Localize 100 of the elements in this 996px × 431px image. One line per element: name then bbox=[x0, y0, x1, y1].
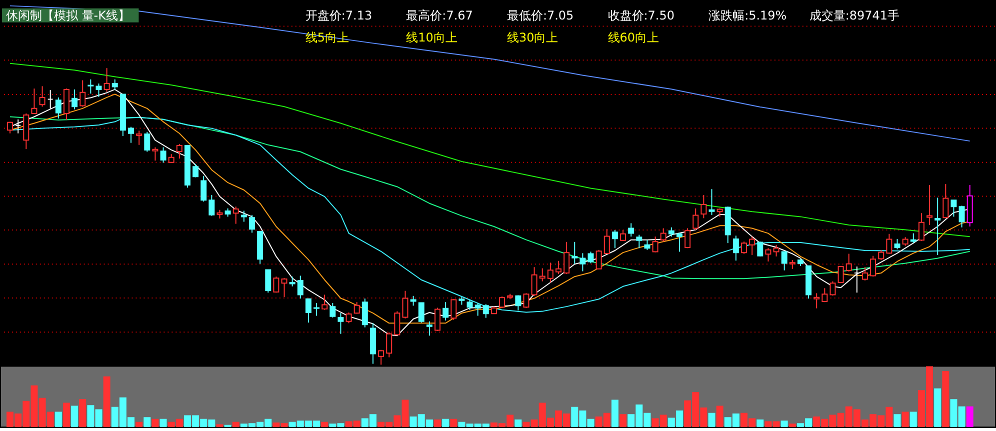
candlestick bbox=[15, 118, 22, 134]
candlestick bbox=[765, 248, 772, 262]
candlestick bbox=[104, 68, 110, 92]
candlestick bbox=[31, 88, 38, 115]
candlestick bbox=[741, 241, 747, 254]
bar bbox=[434, 419, 441, 428]
bar bbox=[708, 412, 716, 428]
candlestick bbox=[692, 208, 699, 231]
candlestick bbox=[894, 238, 900, 250]
candlestick bbox=[200, 176, 207, 202]
text: 最低价:7.05 bbox=[506, 8, 574, 22]
bar bbox=[103, 376, 110, 428]
bar bbox=[788, 424, 796, 428]
candlestick bbox=[402, 290, 408, 319]
candlestick bbox=[846, 253, 852, 272]
candlestick bbox=[410, 295, 416, 306]
candlestick bbox=[596, 249, 602, 270]
candlestick bbox=[346, 312, 352, 324]
candlestick bbox=[862, 266, 868, 281]
candlestick bbox=[426, 320, 432, 336]
candlestick bbox=[281, 278, 288, 298]
candlestick bbox=[934, 197, 941, 256]
candlestick bbox=[564, 241, 570, 274]
candlestick bbox=[523, 292, 530, 309]
candlestick bbox=[926, 184, 933, 226]
bar bbox=[79, 399, 86, 428]
candlestick bbox=[208, 194, 215, 216]
candlestick bbox=[684, 228, 691, 249]
text: 线30向上 bbox=[506, 30, 558, 44]
candlestick bbox=[612, 230, 618, 249]
candlestick bbox=[556, 260, 562, 274]
candlestick bbox=[668, 226, 674, 238]
candlestick bbox=[96, 83, 102, 98]
candlestick bbox=[781, 251, 788, 271]
bar bbox=[71, 406, 78, 428]
bar bbox=[144, 417, 151, 428]
candlestick bbox=[192, 163, 199, 178]
candlestick bbox=[466, 299, 473, 310]
bar bbox=[966, 406, 974, 428]
candlestick bbox=[176, 144, 182, 160]
candlestick bbox=[910, 232, 916, 244]
candlestick bbox=[515, 294, 522, 311]
candlestick bbox=[314, 302, 320, 316]
candlestick bbox=[732, 235, 739, 262]
candlestick bbox=[80, 80, 86, 108]
candlestick bbox=[144, 131, 150, 152]
candlestick bbox=[950, 200, 957, 218]
text: 线10向上 bbox=[406, 30, 458, 44]
bar bbox=[934, 388, 942, 428]
candlestick bbox=[112, 78, 118, 91]
bar bbox=[152, 418, 159, 428]
candlestick bbox=[814, 292, 820, 309]
candlestick bbox=[499, 296, 506, 309]
bar bbox=[136, 422, 143, 428]
candlestick bbox=[232, 206, 239, 224]
bar bbox=[62, 402, 70, 428]
candlestick bbox=[88, 78, 94, 94]
bar bbox=[450, 418, 458, 428]
candlestick bbox=[547, 262, 554, 284]
bar bbox=[321, 422, 328, 428]
candlestick bbox=[757, 241, 764, 257]
candlestick bbox=[249, 214, 255, 234]
candlestick bbox=[386, 332, 392, 358]
candlestick bbox=[434, 307, 440, 332]
candlestick bbox=[539, 268, 546, 282]
text: 成交量:89741手 bbox=[809, 8, 900, 22]
candlestick bbox=[942, 184, 949, 219]
bar bbox=[620, 414, 627, 428]
candlestick bbox=[128, 126, 134, 144]
candlestick bbox=[749, 236, 756, 256]
candlestick bbox=[442, 302, 449, 322]
candlestick bbox=[450, 298, 457, 320]
bar bbox=[910, 412, 917, 428]
candlestick bbox=[822, 288, 828, 303]
candlestick bbox=[652, 236, 658, 253]
candlestick bbox=[676, 232, 682, 252]
candlestick bbox=[362, 298, 368, 328]
candlestick bbox=[55, 96, 62, 120]
candlestick bbox=[531, 266, 538, 296]
bar bbox=[942, 370, 950, 428]
candlestick bbox=[830, 280, 836, 296]
candlestick bbox=[700, 194, 707, 219]
candlestick bbox=[886, 233, 892, 254]
candlestick bbox=[854, 266, 860, 294]
bar bbox=[514, 419, 522, 428]
candlestick bbox=[39, 86, 46, 108]
bar bbox=[894, 414, 901, 428]
bar bbox=[902, 412, 909, 428]
candlestick bbox=[482, 304, 489, 318]
candlestick bbox=[152, 146, 158, 162]
bar bbox=[756, 419, 764, 428]
candlestick bbox=[580, 252, 586, 272]
chart-title: 休闲制【模拟 量-K线】 bbox=[6, 8, 130, 22]
candlestick bbox=[660, 228, 666, 242]
candlestick bbox=[958, 205, 965, 228]
candlestick bbox=[773, 244, 780, 257]
candlestick bbox=[305, 298, 312, 324]
candlestick bbox=[878, 249, 884, 260]
text: 线60向上 bbox=[608, 30, 660, 44]
candlestick bbox=[160, 146, 166, 164]
